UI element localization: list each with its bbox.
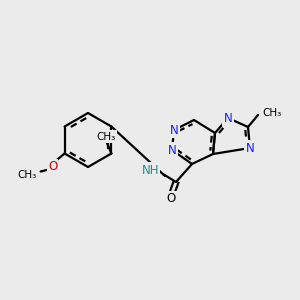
Text: NH: NH [142,164,159,176]
Text: CH₃: CH₃ [17,170,37,181]
Text: CH₃: CH₃ [97,131,116,142]
Text: N: N [224,112,232,124]
Text: N: N [168,143,176,157]
Text: O: O [167,193,176,206]
Text: N: N [246,142,254,154]
Text: CH₃: CH₃ [262,108,281,118]
Text: O: O [48,160,57,173]
Text: N: N [169,124,178,136]
